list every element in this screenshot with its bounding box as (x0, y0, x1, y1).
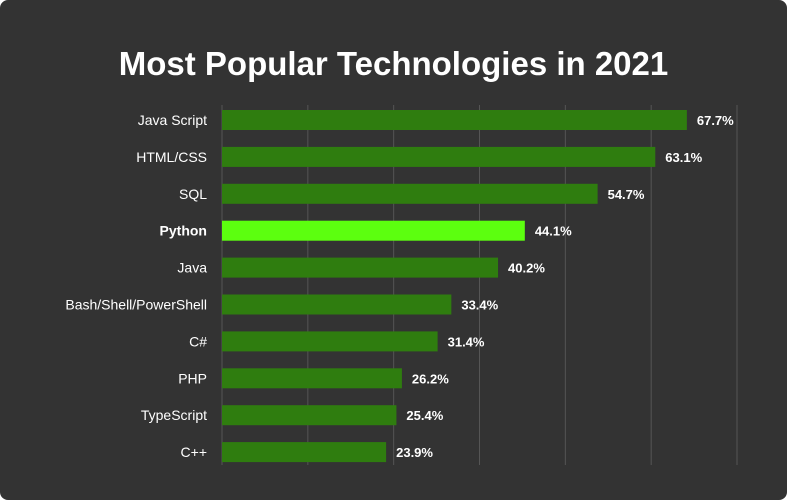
value-label-php: 26.2% (412, 371, 449, 386)
chart-title: Most Popular Technologies in 2021 (118, 45, 669, 82)
bar-bash-shell-powershell (222, 294, 452, 315)
value-label-c: 23.9% (396, 445, 433, 460)
bar-c (222, 331, 438, 352)
value-label-bash-shell-powershell: 33.4% (461, 298, 498, 313)
category-label-c: C# (189, 333, 207, 349)
bar-typescript (222, 405, 397, 426)
value-label-typescript: 25.4% (406, 408, 443, 423)
category-labels: Java Script HTML/CSS SQL Python Java Bash/She… (65, 112, 207, 460)
category-label-java: Java (177, 260, 207, 276)
category-label-php: PHP (178, 370, 207, 386)
bar-c (222, 442, 387, 463)
value-label-python: 44.1% (535, 224, 572, 239)
bar-html-css (222, 146, 656, 167)
bar-php (222, 368, 402, 389)
category-label-html-css: HTML/CSS (136, 149, 207, 165)
bar-java (222, 257, 499, 278)
value-label-java-script: 67.7% (697, 113, 734, 128)
category-label-python: Python (160, 223, 207, 239)
category-label-c: C++ (181, 444, 207, 460)
value-label-sql: 54.7% (608, 187, 645, 202)
value-label-c: 31.4% (448, 334, 485, 349)
bar-sql (222, 183, 598, 204)
value-label-java: 40.2% (508, 261, 545, 276)
bars (222, 110, 687, 463)
value-labels: 67.7% 63.1% 54.7% 44.1% 40.2% 33.4% 31.4% 26.2%… (396, 113, 734, 460)
category-label-typescript: TypeScript (141, 407, 207, 423)
bar-java-script (222, 110, 687, 130)
value-label-html-css: 63.1% (665, 150, 702, 165)
category-label-java-script: Java Script (138, 112, 207, 128)
category-label-bash-shell-powershell: Bash/Shell/PowerShell (65, 297, 207, 313)
bar-python (222, 220, 525, 241)
category-label-sql: SQL (179, 186, 207, 202)
